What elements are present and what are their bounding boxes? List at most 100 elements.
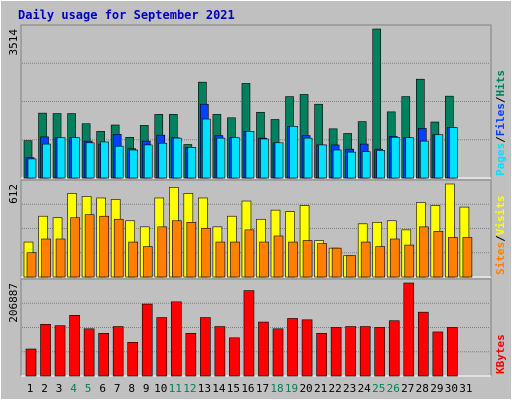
sites-bar: [389, 238, 400, 278]
x-tick-label: 7: [114, 382, 121, 395]
x-tick-label: 9: [143, 382, 150, 395]
sites-bar: [215, 241, 226, 278]
pages-bar: [100, 141, 109, 179]
kbytes-bar: [141, 303, 153, 377]
kbytes-bar: [127, 341, 139, 377]
kbytes-bar: [432, 331, 444, 377]
x-tick-label: 19: [285, 382, 298, 395]
kbytes-bar: [112, 326, 124, 377]
pages-bar: [420, 140, 429, 179]
sites-bar: [41, 238, 51, 278]
sites-bar: [462, 237, 473, 278]
kbytes-bar: [359, 326, 371, 377]
x-tick-label: 27: [401, 382, 414, 395]
pages-bar: [231, 137, 240, 179]
x-tick-label: 23: [343, 382, 356, 395]
kbytes-bar: [403, 282, 415, 377]
sites-bar: [360, 241, 371, 278]
side-legend-part: KBytes: [494, 334, 507, 374]
x-tick-label: 2: [41, 382, 48, 395]
kbytes-bar: [156, 317, 168, 377]
pages-bar: [27, 158, 37, 179]
x-tick-label: 4: [70, 382, 77, 395]
pages-bar: [289, 125, 298, 179]
x-tick-label: 5: [85, 382, 92, 395]
kbytes-bar: [54, 325, 66, 377]
pages-bar: [143, 144, 153, 179]
side-legend-text: Pages/Files/Hits: [494, 70, 507, 176]
kbytes-bar: [69, 315, 80, 377]
x-tick-label: 10: [154, 382, 167, 395]
sites-bar: [186, 221, 197, 278]
x-tick-label: 24: [358, 382, 372, 395]
kbytes-bar: [447, 327, 458, 377]
x-tick-label: 25: [372, 382, 385, 395]
sites-bar: [26, 252, 37, 278]
pages-bar: [405, 137, 415, 179]
x-tick-label: 18: [270, 382, 283, 395]
side-legend-part: Hits: [494, 70, 507, 97]
side-legend-text: KBytes: [494, 334, 507, 374]
sites-bar: [99, 215, 109, 278]
pages-bar: [173, 137, 182, 179]
x-tick-label: 12: [183, 382, 196, 395]
x-axis-labels: 1 2 3 4 5 6 7 8 9 10 11 12 13 14 15 16 17 18 19 20 21 22 23 24 2…: [27, 382, 473, 395]
kbytes-bar: [98, 332, 109, 377]
sites-bar: [259, 241, 269, 278]
sites-bar: [244, 229, 255, 278]
kbytes-bar: [171, 301, 182, 377]
x-tick-label: 21: [314, 382, 327, 395]
pages-bar: [347, 151, 356, 179]
x-tick-label: 13: [198, 382, 211, 395]
pages-bar: [434, 134, 444, 179]
x-tick-label: 22: [329, 382, 342, 395]
side-legend: Pages/Files/Hits: [494, 70, 507, 176]
kbytes-bar: [388, 320, 400, 377]
pages-bar: [449, 127, 458, 179]
pages-bar: [260, 138, 269, 179]
kbytes-bar: [330, 327, 342, 377]
pages-bar: [71, 137, 80, 179]
side-legend: Sites/Visits: [494, 196, 507, 276]
kbytes-bar: [301, 319, 313, 377]
x-tick-label: 3: [56, 382, 63, 395]
kbytes-bar: [345, 326, 356, 377]
y-max-label: 206887: [7, 283, 20, 323]
side-legend-part: /: [494, 96, 507, 103]
pages-bar: [158, 142, 168, 179]
x-tick-label: 15: [227, 382, 240, 395]
x-tick-label: 1: [27, 382, 34, 395]
side-legend-part: /: [494, 136, 507, 143]
sites-bar: [128, 241, 139, 278]
chart-title: Daily usage for September 2021: [18, 8, 235, 22]
sites-bar: [142, 246, 153, 278]
x-tick-label: 8: [128, 382, 135, 395]
kbytes-bar: [214, 326, 226, 377]
kbytes-bar: [316, 332, 327, 377]
pages-bar: [303, 137, 313, 179]
sites-bar: [84, 214, 95, 278]
kbytes-bar: [40, 324, 51, 377]
pages-bar: [129, 149, 139, 179]
kbytes-bar: [25, 348, 37, 377]
kbytes-bar: [200, 317, 211, 377]
pages-bar: [42, 143, 51, 179]
pages-bar: [376, 150, 386, 179]
panel-3: 206887 KBytes: [7, 278, 507, 377]
x-tick-label: 14: [212, 382, 226, 395]
kbytes-bar: [272, 328, 284, 377]
pages-bar: [202, 118, 211, 179]
pages-bar: [85, 142, 95, 179]
side-legend-part: Pages: [494, 143, 507, 176]
sites-bar: [113, 218, 124, 278]
kbytes-bar: [185, 332, 197, 377]
kbytes-bar: [229, 337, 240, 377]
sites-bar: [201, 228, 211, 278]
chart-panels: 3514Pages/Files/Hits612Sites/Visits20688…: [7, 24, 507, 377]
kbytes-bar: [287, 318, 298, 377]
x-tick-label: 20: [299, 382, 312, 395]
pages-bar: [187, 147, 197, 179]
sites-bar: [172, 220, 182, 278]
